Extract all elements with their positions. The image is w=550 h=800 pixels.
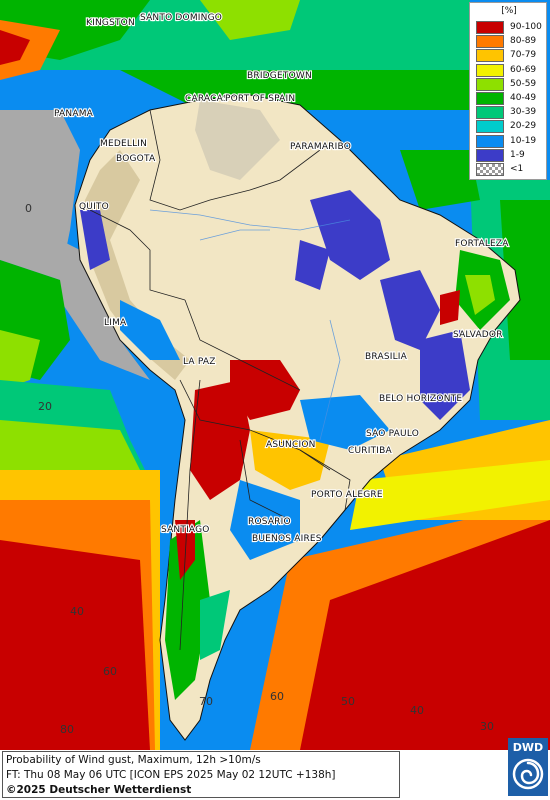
city-label: SANTIAGO bbox=[161, 525, 210, 535]
map-caption: Probability of Wind gust, Maximum, 12h >… bbox=[2, 751, 400, 798]
legend-label: 1-9 bbox=[510, 149, 525, 160]
city-label: BRIDGETOWN bbox=[247, 71, 312, 81]
legend-swatch bbox=[476, 92, 504, 105]
legend-label: 30-39 bbox=[510, 107, 537, 118]
caption-copyright: ©2025 Deutscher Wetterdienst bbox=[6, 784, 192, 796]
legend-entry: 80-89 bbox=[476, 35, 546, 49]
legend-entry: 1-9 bbox=[476, 148, 546, 162]
city-label: SALVADOR bbox=[453, 330, 503, 340]
grid-label-lon: 80 bbox=[60, 723, 74, 736]
legend-swatch bbox=[476, 49, 504, 63]
legend-label: 10-19 bbox=[510, 135, 537, 146]
grid-label-lon: 30 bbox=[480, 720, 494, 733]
city-label: PANAMA bbox=[54, 109, 94, 119]
grid-label-lat: 60 bbox=[103, 665, 117, 678]
legend-swatch bbox=[476, 120, 504, 134]
city-label: BOGOTA bbox=[116, 154, 156, 164]
grid-label-lat: 20 bbox=[38, 400, 52, 413]
city-label: FORTALEZA bbox=[455, 239, 509, 249]
legend-entry: 90-100 bbox=[476, 21, 546, 34]
legend-label: 90-100 bbox=[510, 22, 542, 32]
legend-label: 80-89 bbox=[510, 36, 537, 47]
city-label: BELO HORIZONTE bbox=[379, 394, 462, 404]
legend-swatch bbox=[476, 77, 504, 91]
city-labels: KINGSTON SANTO DOMINGO BRIDGETOWN CARACA… bbox=[53, 12, 510, 545]
caption-forecast-time: FT: Thu 08 May 06 UTC [ICON EPS 2025 May… bbox=[6, 769, 336, 781]
city-label: MEDELLIN bbox=[100, 139, 147, 149]
swirl-icon bbox=[512, 758, 544, 790]
color-legend: [%] 90-100 80-89 70-79 60-69 50-59 40-49 30-39… bbox=[469, 2, 547, 180]
grid-label-lat: 0 bbox=[25, 202, 32, 215]
rivers bbox=[149, 209, 351, 441]
dwd-logo-text: DWD bbox=[512, 741, 544, 754]
legend-swatch bbox=[476, 106, 504, 120]
legend-label: 50-59 bbox=[510, 78, 537, 89]
legend-swatch bbox=[476, 63, 504, 77]
legend-label: 60-69 bbox=[510, 64, 537, 75]
grid-label-lon: 60 bbox=[270, 690, 284, 703]
legend-swatch bbox=[476, 21, 504, 34]
south-america-land bbox=[74, 94, 521, 741]
legend-swatch bbox=[476, 163, 504, 176]
dwd-logo: DWD bbox=[508, 738, 548, 796]
borders bbox=[89, 109, 351, 651]
city-label: BRASILIA bbox=[365, 352, 408, 362]
city-label: SAO PAULO bbox=[366, 429, 419, 439]
legend-label: 40-49 bbox=[510, 93, 537, 103]
legend-entry: 10-19 bbox=[476, 134, 546, 148]
legend-entry: <1 bbox=[476, 163, 546, 176]
probability-map: 0 20 40 60 80 70 60 50 40 30 KINGSTON SA… bbox=[0, 0, 550, 750]
city-label: KINGSTON bbox=[86, 18, 135, 28]
legend-label: 20-29 bbox=[510, 121, 537, 132]
city-label: CURITIBA bbox=[348, 446, 393, 456]
grid-label-lon: 50 bbox=[341, 695, 355, 708]
city-label: CARACAS bbox=[185, 94, 229, 104]
grid-label-lat: 40 bbox=[70, 605, 84, 618]
city-label: LA PAZ bbox=[183, 357, 216, 367]
city-label: ROSARIO bbox=[248, 517, 291, 527]
legend-swatch bbox=[476, 35, 504, 49]
city-label: SANTO DOMINGO bbox=[140, 13, 222, 23]
city-label: BUENOS AIRES bbox=[252, 534, 322, 544]
legend-swatch bbox=[476, 148, 504, 162]
legend-swatch bbox=[476, 134, 504, 148]
city-label: LIMA bbox=[104, 318, 127, 328]
caption-title: Probability of Wind gust, Maximum, 12h >… bbox=[6, 754, 261, 766]
city-label: ASUNCION bbox=[266, 440, 316, 450]
legend-label: 70-79 bbox=[510, 50, 537, 61]
city-label: QUITO bbox=[79, 202, 109, 212]
legend-unit: [%] bbox=[501, 6, 517, 16]
city-label: PORTO ALEGRE bbox=[311, 490, 383, 500]
legend-entry: 30-39 bbox=[476, 106, 546, 120]
grid-label-lon: 70 bbox=[199, 695, 213, 708]
city-label: PORT OF SPAIN bbox=[225, 94, 295, 104]
legend-label: <1 bbox=[510, 164, 524, 174]
legend-entry: 70-79 bbox=[476, 49, 546, 63]
legend-entry: 50-59 bbox=[476, 77, 546, 91]
grid-labels: 0 20 40 60 80 70 60 50 40 30 bbox=[25, 202, 494, 736]
legend-entry: 20-29 bbox=[476, 120, 546, 134]
legend-entry: 60-69 bbox=[476, 63, 546, 77]
legend-entry: 40-49 bbox=[476, 92, 546, 105]
city-label: PARAMARIBO bbox=[290, 142, 351, 152]
grid-label-lon: 40 bbox=[410, 704, 424, 717]
